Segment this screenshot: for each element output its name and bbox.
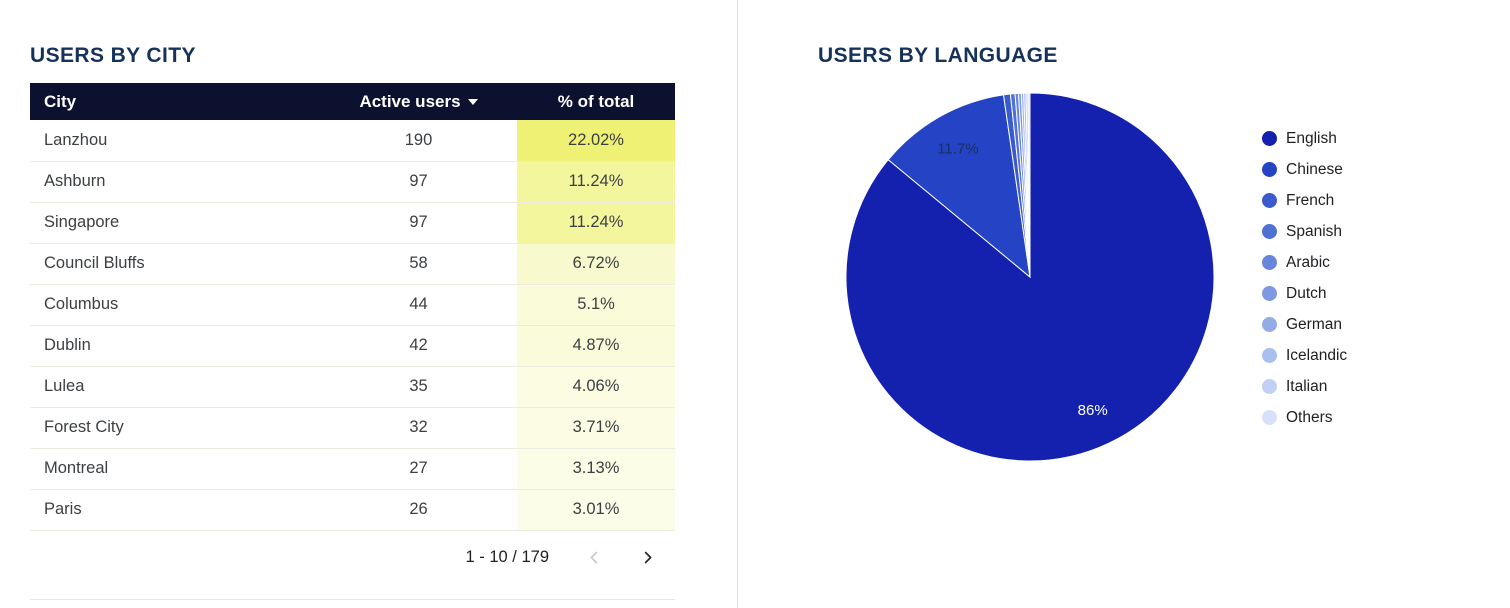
pct-of-total-cell: 3.01%	[517, 489, 675, 531]
legend-label: German	[1286, 315, 1342, 333]
legend-color-dot	[1262, 348, 1277, 363]
legend-color-dot	[1262, 410, 1277, 425]
chevron-left-icon	[590, 551, 598, 563]
active-users-cell: 42	[320, 325, 517, 367]
legend-item: Chinese	[1262, 160, 1347, 179]
pie-legend: English Chinese French Spanish Arabic Du…	[1262, 129, 1347, 439]
city-cell: Lulea	[30, 366, 320, 408]
legend-color-dot	[1262, 162, 1277, 177]
active-users-cell: 27	[320, 448, 517, 490]
table-row[interactable]: Paris 26 3.01%	[30, 489, 675, 531]
pie-label-english: 86%	[1078, 402, 1108, 419]
users-by-city-panel: USERS BY CITY City Active users % of tot…	[30, 44, 675, 600]
active-users-cell: 97	[320, 161, 517, 203]
legend-item: Others	[1262, 408, 1347, 427]
legend-item: Dutch	[1262, 284, 1347, 303]
city-cell: Dublin	[30, 325, 320, 367]
active-users-cell: 97	[320, 202, 517, 244]
sort-descending-icon	[467, 99, 478, 106]
legend-item: Italian	[1262, 377, 1347, 396]
legend-color-dot	[1262, 131, 1277, 146]
pct-of-total-cell: 3.13%	[517, 448, 675, 490]
pie-slice-others[interactable]	[1027, 92, 1031, 278]
table-row[interactable]: Columbus 44 5.1%	[30, 284, 675, 326]
table-row[interactable]: Singapore 97 11.24%	[30, 202, 675, 244]
table-row[interactable]: Council Bluffs 58 6.72%	[30, 243, 675, 285]
panel-bottom-border	[30, 598, 675, 600]
active-users-cell: 58	[320, 243, 517, 285]
legend-label: Arabic	[1286, 253, 1330, 271]
legend-color-dot	[1262, 193, 1277, 208]
pie-label-chinese: 11.7%	[937, 141, 978, 158]
pie-slice-chinese[interactable]	[887, 94, 1031, 279]
pct-of-total-cell: 4.06%	[517, 366, 675, 408]
pagination-prev-button[interactable]	[587, 546, 602, 569]
city-cell: Lanzhou	[30, 120, 320, 162]
city-cell: Singapore	[30, 202, 320, 244]
legend-label: Chinese	[1286, 160, 1343, 178]
pct-of-total-cell: 3.71%	[517, 407, 675, 449]
users-by-language-panel: USERS BY LANGUAGE 86% 11.7% English Chine…	[818, 44, 1498, 584]
pct-of-total-cell: 11.24%	[517, 161, 675, 203]
pagination-next-button[interactable]	[640, 546, 655, 569]
pagination: 1 - 10 / 179	[30, 531, 675, 569]
table-header-row: City Active users % of total	[30, 83, 675, 120]
chevron-right-icon	[644, 551, 652, 563]
legend-label: Others	[1286, 408, 1333, 426]
city-cell: Ashburn	[30, 161, 320, 203]
legend-item: French	[1262, 191, 1347, 210]
active-users-cell: 44	[320, 284, 517, 326]
pct-of-total-cell: 4.87%	[517, 325, 675, 367]
users-by-city-table: City Active users % of total Lanzhou 190…	[30, 83, 675, 531]
table-row[interactable]: Lanzhou 190 22.02%	[30, 120, 675, 162]
legend-item: Arabic	[1262, 253, 1347, 272]
legend-label: Icelandic	[1286, 346, 1348, 364]
users-by-city-title: USERS BY CITY	[30, 44, 196, 67]
pct-of-total-cell: 6.72%	[517, 243, 675, 285]
legend-color-dot	[1262, 317, 1277, 332]
table-row[interactable]: Forest City 32 3.71%	[30, 407, 675, 449]
column-header-active-users[interactable]: Active users	[320, 83, 517, 120]
legend-color-dot	[1262, 255, 1277, 270]
pagination-range: 1 - 10 / 179	[465, 547, 549, 566]
legend-color-dot	[1262, 379, 1277, 394]
legend-item: German	[1262, 315, 1347, 334]
city-table-body: Lanzhou 190 22.02% Ashburn 97 11.24% Sin…	[30, 120, 675, 531]
pct-of-total-cell: 22.02%	[517, 120, 675, 162]
city-cell: Montreal	[30, 448, 320, 490]
table-row[interactable]: Montreal 27 3.13%	[30, 448, 675, 490]
column-header-city[interactable]: City	[30, 83, 320, 120]
users-by-language-title: USERS BY LANGUAGE	[818, 44, 1058, 67]
legend-label: French	[1286, 191, 1335, 209]
legend-label: English	[1286, 129, 1337, 147]
active-users-cell: 26	[320, 489, 517, 531]
table-row[interactable]: Ashburn 97 11.24%	[30, 161, 675, 203]
users-by-language-pie: 86% 11.7%	[845, 92, 1215, 462]
legend-color-dot	[1262, 224, 1277, 239]
pct-of-total-cell: 5.1%	[517, 284, 675, 326]
pct-of-total-cell: 11.24%	[517, 202, 675, 244]
legend-label: Dutch	[1286, 284, 1327, 302]
column-header-active-users-label: Active users	[359, 91, 461, 111]
legend-color-dot	[1262, 286, 1277, 301]
table-row[interactable]: Lulea 35 4.06%	[30, 366, 675, 408]
legend-item: Spanish	[1262, 222, 1347, 241]
city-cell: Forest City	[30, 407, 320, 449]
legend-label: Italian	[1286, 377, 1328, 395]
table-row[interactable]: Dublin 42 4.87%	[30, 325, 675, 367]
active-users-cell: 35	[320, 366, 517, 408]
legend-item: Icelandic	[1262, 346, 1347, 365]
column-header-pct-of-total[interactable]: % of total	[517, 83, 675, 120]
city-cell: Council Bluffs	[30, 243, 320, 285]
legend-item: English	[1262, 129, 1347, 148]
city-cell: Paris	[30, 489, 320, 531]
city-cell: Columbus	[30, 284, 320, 326]
legend-label: Spanish	[1286, 222, 1343, 240]
panel-divider	[737, 0, 738, 608]
active-users-cell: 32	[320, 407, 517, 449]
active-users-cell: 190	[320, 120, 517, 162]
